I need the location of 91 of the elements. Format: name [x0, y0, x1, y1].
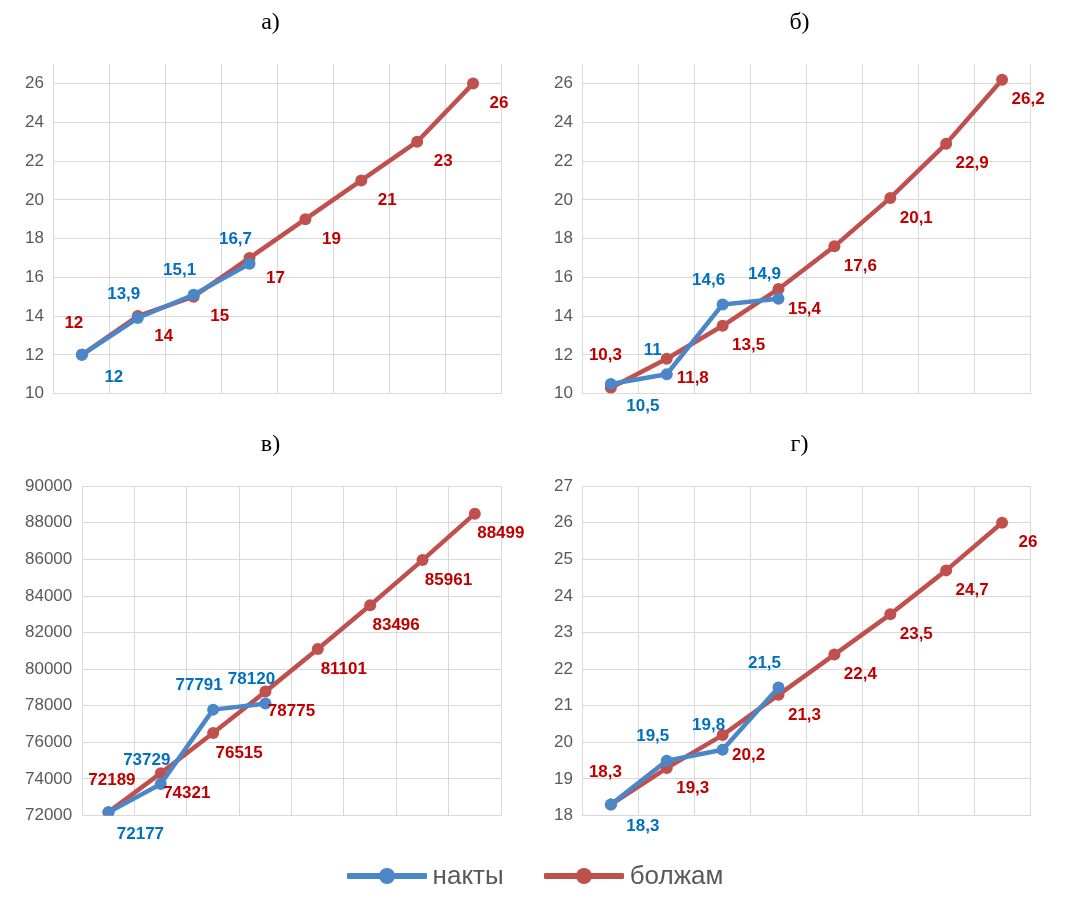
data-label: 17,6 [843, 256, 877, 276]
legend-label: болжам [629, 860, 724, 891]
data-label: 12 [103, 366, 123, 386]
data-label: 16,7 [218, 229, 252, 249]
y-tick-label: 22 [24, 150, 44, 170]
y-tick-label: 76000 [24, 732, 72, 752]
data-label: 77791 [174, 675, 223, 695]
data-label: 10,5 [625, 395, 659, 415]
y-tick-label: 24 [553, 112, 573, 132]
data-label: 72177 [116, 824, 164, 844]
data-label: 85961 [424, 569, 472, 589]
data-label: 17 [265, 267, 285, 287]
y-tick-label: 21 [553, 695, 573, 715]
data-label: 14 [153, 325, 174, 345]
y-tick-label: 16 [553, 267, 573, 287]
y-tick-label: 22 [553, 150, 573, 170]
data-label: 78120 [227, 669, 275, 689]
data-label: 26,2 [1011, 89, 1045, 109]
y-tick-label: 24 [24, 112, 44, 132]
data-label: 20,2 [731, 744, 765, 764]
data-label: 11,8 [676, 368, 709, 388]
data-label: 22,9 [955, 153, 989, 173]
data-label: 73729 [122, 749, 170, 769]
chart-title: б) [789, 8, 810, 36]
data-label: 26 [1018, 532, 1038, 552]
data-label: 24,7 [955, 580, 989, 600]
y-tick-label: 20 [24, 189, 44, 209]
y-tick-label: 25 [553, 549, 573, 569]
data-label: 14,9 [747, 264, 781, 284]
data-label: 88499 [476, 523, 524, 543]
y-tick-label: 16 [24, 267, 44, 287]
chart-title: г) [790, 430, 809, 458]
data-label: 15 [209, 306, 229, 326]
y-tick-label: 78000 [24, 695, 72, 715]
y-tick-label: 10 [553, 383, 573, 403]
data-label: 72189 [87, 769, 136, 789]
data-label: 13,9 [106, 283, 140, 303]
y-tick-label: 22 [553, 658, 573, 678]
data-label: 83496 [372, 614, 420, 634]
y-tick-label: 18 [553, 805, 573, 825]
data-label: 18,3 [588, 762, 622, 782]
y-tick-label: 24 [553, 585, 573, 605]
data-label: 11 [643, 339, 662, 359]
data-label: 13,5 [731, 335, 765, 355]
y-tick-label: 74000 [24, 768, 72, 788]
y-tick-label: 12 [553, 344, 573, 364]
y-tick-label: 18 [553, 228, 573, 248]
y-tick-label: 80000 [24, 658, 72, 678]
y-tick-label: 86000 [24, 549, 72, 569]
y-tick-label: 18 [24, 228, 44, 248]
data-label: 21,3 [787, 704, 821, 724]
y-tick-label: 88000 [24, 512, 72, 532]
chart-title: в) [260, 430, 281, 458]
data-label: 15,4 [787, 298, 822, 318]
y-tick-label: 19 [553, 768, 573, 788]
y-tick-label: 26 [24, 73, 44, 93]
data-label: 14,6 [691, 270, 725, 290]
data-label: 15,1 [162, 260, 196, 280]
data-label: 10,3 [588, 345, 622, 365]
y-tick-label: 90000 [24, 475, 72, 495]
data-label: 19,8 [691, 715, 725, 735]
y-tick-label: 20 [553, 189, 573, 209]
data-label: 81101 [320, 658, 367, 678]
y-tick-label: 10 [24, 383, 44, 403]
y-tick-label: 26 [553, 73, 573, 93]
data-label: 20,1 [899, 207, 933, 227]
data-label: 76515 [214, 742, 263, 762]
data-label: 74321 [162, 782, 210, 802]
data-label: 78775 [267, 701, 315, 721]
y-tick-label: 14 [24, 305, 44, 325]
y-tick-label: 20 [553, 732, 573, 752]
data-label: 26 [489, 93, 509, 113]
y-tick-label: 72000 [24, 805, 72, 825]
y-tick-label: 23 [553, 622, 573, 642]
data-label: 23,5 [899, 623, 933, 643]
legend-label: накты [432, 860, 504, 891]
y-tick-label: 82000 [24, 622, 72, 642]
y-tick-label: 84000 [24, 585, 72, 605]
data-label: 19 [321, 228, 341, 248]
data-label: 23 [433, 151, 453, 171]
chart-title: а) [261, 8, 280, 36]
y-tick-label: 27 [553, 475, 573, 495]
data-label: 19,3 [675, 777, 709, 797]
data-label: 21,5 [747, 653, 781, 673]
data-label: 19,5 [635, 726, 669, 746]
y-tick-label: 14 [553, 305, 573, 325]
data-label: 21 [377, 190, 397, 210]
data-label: 18,3 [625, 816, 659, 836]
y-tick-label: 12 [24, 344, 44, 364]
data-label: 22,4 [843, 664, 877, 684]
y-tick-label: 26 [553, 512, 573, 532]
